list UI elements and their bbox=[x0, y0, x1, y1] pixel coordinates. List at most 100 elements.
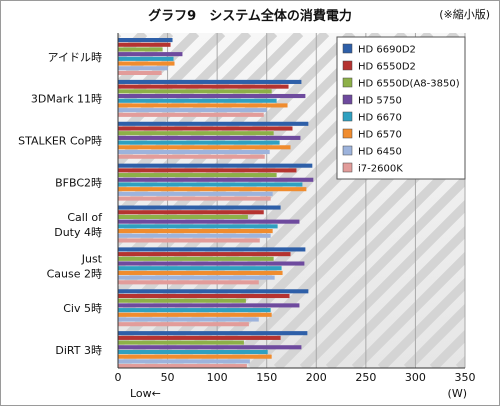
category-label: アイドル時 bbox=[48, 51, 102, 64]
category-label: DiRT 3時 bbox=[55, 344, 102, 357]
legend-swatch bbox=[342, 43, 353, 54]
bar bbox=[118, 205, 281, 210]
bar bbox=[118, 177, 314, 182]
bar bbox=[118, 289, 309, 294]
stripe bbox=[273, 173, 465, 368]
bar bbox=[118, 266, 282, 271]
bar bbox=[118, 66, 168, 71]
stripe bbox=[377, 277, 465, 368]
category-label: Duty 4時 bbox=[54, 226, 102, 239]
legend-label: HD 6690D2 bbox=[358, 45, 416, 56]
bar bbox=[118, 108, 267, 113]
bars bbox=[118, 38, 314, 369]
bar bbox=[118, 149, 270, 155]
bar bbox=[118, 187, 307, 192]
bar bbox=[118, 252, 291, 257]
bar bbox=[118, 214, 248, 219]
bar bbox=[118, 56, 174, 61]
category-label: 3DMark 11時 bbox=[31, 93, 102, 106]
legend-label: HD 6550D2 bbox=[358, 62, 416, 73]
stripe bbox=[195, 95, 465, 368]
stripe bbox=[118, 33, 252, 170]
stripe bbox=[118, 33, 200, 118]
bar bbox=[118, 191, 273, 196]
legend-label: HD 6670 bbox=[358, 113, 402, 124]
bar bbox=[118, 112, 264, 117]
stripe bbox=[403, 303, 465, 368]
bar bbox=[118, 340, 244, 345]
bar bbox=[118, 154, 265, 159]
bar bbox=[118, 303, 300, 308]
bar bbox=[118, 196, 271, 201]
bar bbox=[118, 121, 309, 126]
bar bbox=[118, 38, 173, 43]
bar bbox=[118, 61, 175, 66]
bar bbox=[118, 261, 305, 266]
bar bbox=[118, 308, 271, 313]
bar bbox=[118, 224, 278, 229]
legend-label: HD 6570 bbox=[358, 130, 402, 141]
bar bbox=[118, 52, 183, 57]
bar bbox=[118, 293, 290, 299]
bar bbox=[118, 331, 308, 336]
stripe bbox=[299, 199, 465, 368]
x-tick-label: 250 bbox=[355, 371, 376, 384]
bar bbox=[118, 349, 268, 355]
stripe bbox=[247, 147, 465, 368]
bar bbox=[118, 79, 302, 84]
legend-box bbox=[336, 36, 466, 180]
bar bbox=[118, 256, 274, 261]
stripe bbox=[118, 33, 278, 196]
legend-label: i7-2600K bbox=[358, 164, 403, 175]
bar bbox=[118, 280, 259, 285]
bar bbox=[118, 210, 264, 215]
bar bbox=[118, 219, 300, 224]
bar bbox=[118, 364, 247, 369]
bar bbox=[118, 335, 281, 340]
category-label: Cause 2時 bbox=[47, 268, 102, 281]
bar bbox=[118, 98, 277, 103]
bar bbox=[118, 238, 260, 243]
bar bbox=[118, 247, 306, 252]
bar bbox=[118, 270, 283, 275]
x-tick-labels: 0 50 100 150 200 250 300 350 bbox=[115, 371, 476, 384]
legend-label: HD 5750 bbox=[358, 96, 402, 107]
legend-label: HD 6550D(A8-3850) bbox=[358, 79, 460, 90]
bar bbox=[118, 140, 280, 145]
bar bbox=[118, 47, 163, 52]
bar bbox=[118, 275, 275, 280]
bar bbox=[118, 42, 171, 47]
bar bbox=[118, 145, 291, 150]
bar bbox=[118, 298, 246, 303]
x-tick-label: 200 bbox=[306, 371, 327, 384]
direction-label: Low← bbox=[130, 387, 161, 400]
x-unit-label: (W) bbox=[448, 387, 467, 400]
stripe bbox=[221, 121, 465, 368]
bar bbox=[118, 229, 273, 234]
bar bbox=[118, 359, 250, 364]
category-label: Civ 5時 bbox=[63, 302, 102, 315]
category-labels: アイドル時 3DMark 11時 STALKER CoP時 BFBC2時 Call of… bbox=[18, 51, 103, 357]
chart-title: グラフ9 システム全体の消費電力 bbox=[148, 8, 352, 24]
bar bbox=[118, 182, 303, 187]
x-tick-label: 350 bbox=[455, 371, 476, 384]
legend-swatch bbox=[342, 94, 353, 105]
bar bbox=[118, 168, 297, 173]
x-tick-label: 150 bbox=[256, 371, 277, 384]
bar bbox=[118, 354, 272, 359]
chart-note: (※縮小版) bbox=[439, 7, 490, 21]
legend-swatch bbox=[342, 128, 353, 139]
stripe bbox=[351, 251, 465, 368]
x-tick-label: 0 bbox=[115, 371, 122, 384]
legend-swatch bbox=[342, 145, 353, 156]
category-label: BFBC2時 bbox=[55, 176, 102, 189]
category-label: Call of bbox=[67, 211, 103, 224]
category-label: Just bbox=[81, 253, 103, 266]
x-tick-label: 50 bbox=[161, 371, 175, 384]
x-tick-label: 100 bbox=[207, 371, 228, 384]
bar bbox=[118, 131, 274, 136]
legend-swatch bbox=[342, 162, 353, 173]
bar bbox=[118, 135, 301, 140]
